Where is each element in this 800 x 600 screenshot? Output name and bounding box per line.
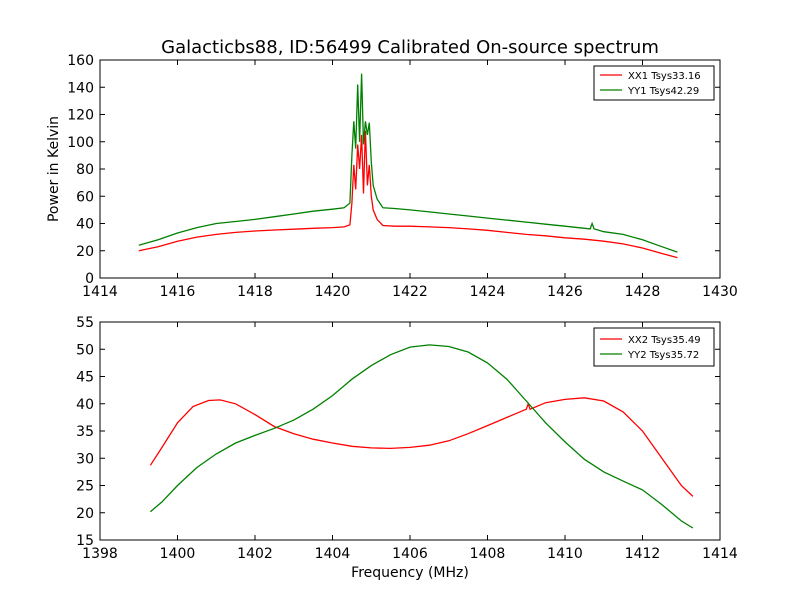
x-tick-label: 1402: [237, 546, 273, 562]
legend-box: [593, 327, 715, 367]
x-tick-label: 1424: [470, 284, 506, 300]
x-tick-label: 1400: [160, 546, 196, 562]
x-tick-label: 1414: [82, 284, 118, 300]
x-tick-label: 1408: [470, 546, 506, 562]
legend-label: XX2 Tsys35.49: [628, 335, 701, 346]
x-tick-label: 1410: [547, 546, 583, 562]
legend-box: [593, 65, 715, 101]
chart-title: Galacticbs88, ID:56499 Calibrated On-sou…: [161, 37, 659, 58]
y-tick-label: 40: [76, 397, 94, 413]
x-tick-label: 1404: [315, 546, 351, 562]
bottom-panel: 1398 1400 1402 1404 1406 1408 1410 1412 1414 15 20…: [76, 315, 738, 581]
y-tick-label: 55: [76, 315, 94, 331]
y-tick-label: 35: [76, 424, 94, 440]
y-tick-label: 25: [76, 479, 94, 495]
legend: XX1 Tsys33.16 YY1 Tsys42.29: [593, 65, 715, 101]
legend-label: XX1 Tsys33.16: [628, 71, 701, 82]
series-line-2-1: [149, 397, 694, 497]
y-tick-label: 30: [76, 451, 94, 467]
x-tick-label: 1420: [315, 284, 351, 300]
x-axis-label: Frequency (MHz): [351, 565, 469, 581]
y-tick-label: 40: [76, 217, 94, 233]
y-tick-label: 60: [76, 189, 94, 205]
y-tick-label: 80: [76, 162, 94, 178]
series-line-1-1: [138, 130, 678, 259]
x-tick-label: 1426: [547, 284, 583, 300]
y-tick-label: 15: [76, 533, 94, 549]
y-tick-label: 45: [76, 370, 94, 386]
legend: XX2 Tsys35.49 YY2 Tsys35.72: [593, 327, 715, 367]
y-axis-label: Power in Kelvin: [46, 116, 62, 222]
y-tick-label: 20: [76, 506, 94, 522]
series-line-1-2: [138, 73, 678, 253]
x-tick-label: 1412: [625, 546, 661, 562]
legend-label: YY2 Tsys35.72: [627, 350, 699, 361]
x-tick-label: 1422: [392, 284, 428, 300]
y-tick-label: 120: [67, 108, 94, 124]
x-tick-label: 1428: [625, 284, 661, 300]
x-tick-label: 1398: [82, 546, 118, 562]
x-tick-label: 1414: [702, 546, 738, 562]
x-tick-label: 1418: [237, 284, 273, 300]
x-tick-label: 1416: [160, 284, 196, 300]
x-tick-label: 1406: [392, 546, 428, 562]
y-tick-label: 0: [85, 271, 94, 287]
x-tick-label: 1430: [702, 284, 738, 300]
y-tick-label: 160: [67, 53, 94, 69]
y-tick-label: 50: [76, 342, 94, 358]
y-tick-label: 140: [67, 80, 94, 96]
legend-label: YY1 Tsys42.29: [627, 86, 699, 97]
top-panel: 1414 1416 1418 1420 1422 1424 1426 1428 1430 0 20 4…: [46, 53, 738, 300]
y-tick-label: 20: [76, 244, 94, 260]
y-tick-label: 100: [67, 135, 94, 151]
series-line-2-2: [149, 344, 694, 529]
